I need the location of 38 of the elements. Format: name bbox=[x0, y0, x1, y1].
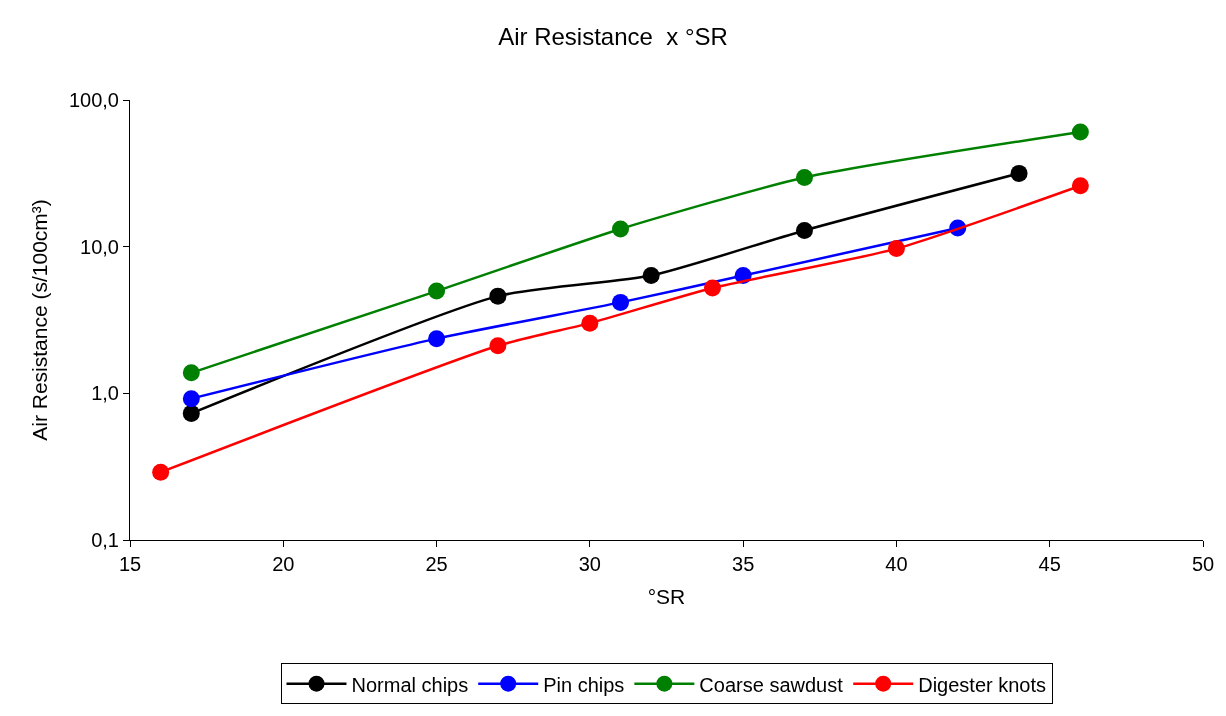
point bbox=[612, 220, 630, 238]
y-tick-label: 10,0 bbox=[80, 235, 119, 258]
point bbox=[489, 287, 507, 305]
legend-label: Digester knots bbox=[918, 673, 1047, 696]
legend-label: Normal chips bbox=[351, 673, 469, 696]
x-tick-label: 40 bbox=[885, 553, 908, 575]
legend-label: Coarse sawdust bbox=[699, 673, 844, 696]
x-tick-label: 20 bbox=[272, 553, 295, 575]
point bbox=[428, 330, 446, 348]
x-tick-label: 50 bbox=[1191, 553, 1215, 575]
point bbox=[795, 221, 813, 239]
point bbox=[152, 463, 170, 481]
point bbox=[182, 404, 200, 422]
point bbox=[182, 364, 200, 382]
x-tick-label: 35 bbox=[732, 553, 755, 575]
point bbox=[1071, 177, 1089, 195]
x-tick-label: 15 bbox=[118, 553, 142, 575]
chart-title: Air Resistance x °SR bbox=[498, 23, 728, 51]
y-tick-label: 100,0 bbox=[68, 89, 119, 111]
point bbox=[704, 279, 721, 297]
point bbox=[182, 390, 200, 408]
point bbox=[887, 240, 905, 258]
x-tick-label: 25 bbox=[425, 553, 448, 575]
point bbox=[1071, 123, 1089, 141]
y-tick-label: 0,1 bbox=[91, 529, 119, 551]
point bbox=[428, 282, 446, 300]
legend-label: Pin chips bbox=[543, 673, 625, 696]
x-tick-label: 45 bbox=[1038, 553, 1061, 575]
point bbox=[1010, 164, 1028, 182]
y-tick-label: 1,0 bbox=[91, 382, 119, 405]
x-axis-title: °SR bbox=[647, 585, 686, 609]
point bbox=[795, 169, 813, 187]
point bbox=[489, 337, 507, 355]
point bbox=[581, 314, 599, 332]
point bbox=[612, 293, 630, 311]
x-tick-label: 30 bbox=[578, 553, 601, 575]
point bbox=[642, 267, 660, 285]
y-axis-title: Air Resistance (s/100cm³) bbox=[28, 199, 52, 441]
